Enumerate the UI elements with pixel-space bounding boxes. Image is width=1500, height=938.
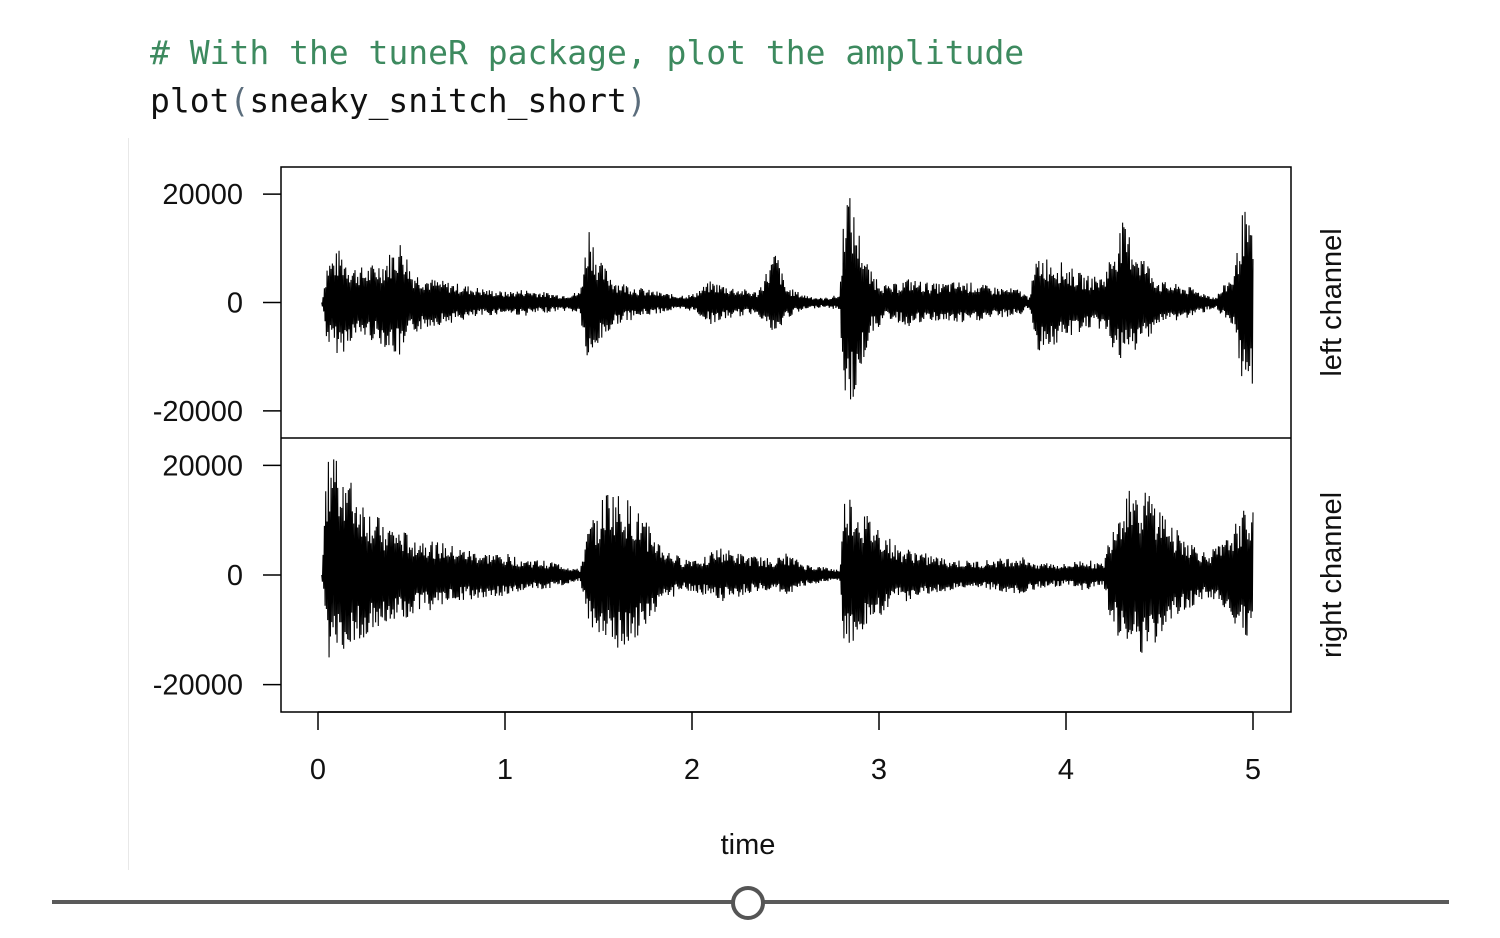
- y-tick-label: 20000: [162, 179, 243, 211]
- y-tick-label: -20000: [153, 396, 243, 428]
- panel-label-left-channel: left channel: [1316, 228, 1348, 376]
- x-tick-label: 2: [684, 754, 700, 786]
- y-tick-label: 0: [227, 560, 243, 592]
- x-tick-label: 0: [310, 754, 326, 786]
- x-axis-label: time: [721, 829, 776, 861]
- waveform-right-channel: [321, 459, 1254, 658]
- waveform-left-channel: [321, 198, 1254, 400]
- y-tick-label: 0: [227, 288, 243, 320]
- x-tick-label: 5: [1245, 754, 1261, 786]
- plot-panel: 20000 0 -20000 left channel 20000 0 -20000 righ…: [128, 138, 1429, 870]
- waveform-plot: 20000 0 -20000 left channel 20000 0 -20000 righ…: [153, 166, 1348, 861]
- function-name: plot: [150, 81, 230, 120]
- x-tick-label: 1: [497, 754, 513, 786]
- y-tick-label: -20000: [153, 670, 243, 702]
- close-paren: ): [626, 81, 647, 120]
- x-tick-label: 3: [871, 754, 887, 786]
- code-call: plot(sneaky_snitch_short): [150, 84, 647, 117]
- panel-label-right-channel: right channel: [1316, 492, 1348, 658]
- x-tick-label: 4: [1058, 754, 1074, 786]
- function-argument: sneaky_snitch_short: [249, 81, 627, 120]
- code-comment: # With the tuneR package, plot the ampli…: [150, 33, 1025, 72]
- slider-knob[interactable]: [731, 886, 765, 920]
- open-paren: (: [229, 81, 250, 120]
- y-tick-label: 20000: [162, 450, 243, 482]
